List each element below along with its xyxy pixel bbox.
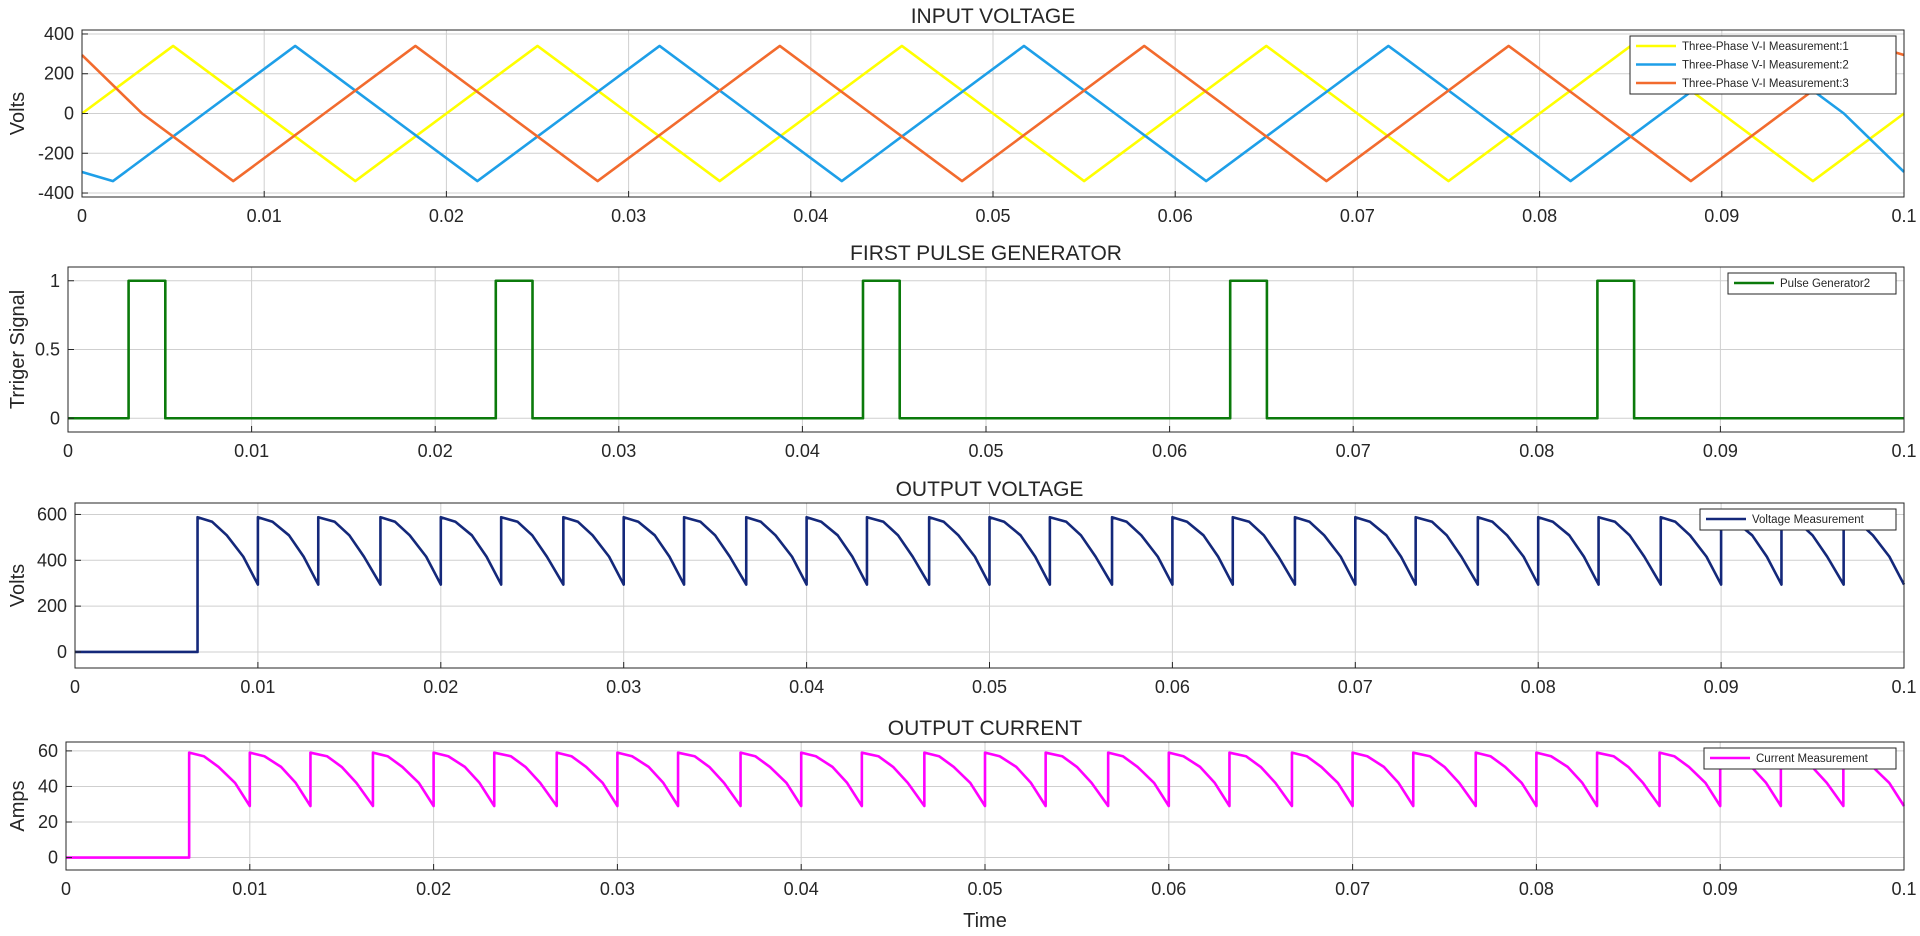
x-tick-label: 0.02 <box>416 879 451 899</box>
legend-entry: Three-Phase V-I Measurement:3 <box>1682 78 1849 90</box>
legend-box <box>1727 272 1897 295</box>
legend: Current Measurement <box>1703 747 1897 770</box>
series-line-2 <box>81 44 1905 183</box>
legend-entry: Voltage Measurement <box>1752 514 1865 526</box>
y-tick-label: 40 <box>38 776 58 796</box>
y-tick-label: -200 <box>38 143 74 163</box>
y-tick-label: 400 <box>37 550 67 570</box>
series-line-1 <box>68 279 1904 420</box>
x-tick-label: 0.08 <box>1519 441 1554 461</box>
figure-xlabel: Time <box>963 910 1007 932</box>
y-axis-label: Trriger Signal <box>7 290 29 409</box>
subplot-4: 0 0.01 0.02 0.03 0.04 0.05 0.06 0.07 0.08 0.09 0.1… <box>7 717 1917 899</box>
y-axis-label: Amps <box>7 780 29 831</box>
subplot-1: 0 0.01 0.02 0.03 0.04 0.05 0.06 0.07 0.08 0.09 0.1… <box>7 5 1917 226</box>
x-tick-label: 0.06 <box>1158 206 1193 226</box>
x-tick-label: 0.04 <box>793 206 828 226</box>
x-tick-label: 0.02 <box>429 206 464 226</box>
x-tick-label: 0.01 <box>234 441 269 461</box>
x-tick-label: 0.1 <box>1891 441 1916 461</box>
y-tick-label: 0 <box>64 104 74 124</box>
subplot-3: 0 0.01 0.02 0.03 0.04 0.05 0.06 0.07 0.08 0.09 0.1… <box>7 478 1917 697</box>
x-tick-label: 0.06 <box>1152 441 1187 461</box>
x-tick-label: 0.05 <box>975 206 1010 226</box>
y-tick-label: 600 <box>37 504 67 524</box>
chart-title: OUTPUT CURRENT <box>888 717 1083 740</box>
series-line-3 <box>81 44 1905 183</box>
x-tick-label: 0.03 <box>600 879 635 899</box>
y-tick-label: -400 <box>38 183 74 203</box>
series-line-1 <box>81 44 1905 183</box>
series-line-1 <box>75 515 1906 654</box>
legend: Three-Phase V-I Measurement:1 Three-Phase… <box>1629 35 1897 95</box>
chart-title: INPUT VOLTAGE <box>911 5 1076 28</box>
x-tick-label: 0.01 <box>240 677 275 697</box>
y-axis-label: Volts <box>7 92 29 135</box>
y-axis-label: Volts <box>7 564 29 607</box>
y-tick-label: 0 <box>50 408 60 428</box>
x-tick-label: 0.03 <box>611 206 646 226</box>
x-tick-label: 0.1 <box>1891 206 1916 226</box>
x-tick-label: 0.06 <box>1155 677 1190 697</box>
y-tick-label: 0 <box>48 848 58 868</box>
x-tick-label: 0.02 <box>423 677 458 697</box>
x-tick-label: 0.05 <box>972 677 1007 697</box>
x-tick-label: 0.07 <box>1336 441 1371 461</box>
x-tick-label: 0.01 <box>232 879 267 899</box>
x-tick-label: 0.1 <box>1891 677 1916 697</box>
x-tick-label: 0.08 <box>1521 677 1556 697</box>
x-tick-label: 0 <box>63 441 73 461</box>
x-tick-label: 0.09 <box>1703 441 1738 461</box>
legend-box <box>1703 747 1897 770</box>
x-tick-label: 0.01 <box>247 206 282 226</box>
y-tick-label: 0 <box>57 642 67 662</box>
y-tick-label: 200 <box>44 64 74 84</box>
x-tick-label: 0.05 <box>968 441 1003 461</box>
y-tick-label: 0.5 <box>35 340 60 360</box>
x-tick-label: 0.09 <box>1704 206 1739 226</box>
x-tick-label: 0.1 <box>1891 879 1916 899</box>
x-tick-label: 0 <box>70 677 80 697</box>
x-tick-label: 0.02 <box>418 441 453 461</box>
y-tick-label: 200 <box>37 596 67 616</box>
x-tick-label: 0.07 <box>1340 206 1375 226</box>
x-tick-label: 0.04 <box>784 879 819 899</box>
legend-entry: Pulse Generator2 <box>1780 278 1870 290</box>
x-tick-label: 0.07 <box>1335 879 1370 899</box>
chart-title: OUTPUT VOLTAGE <box>896 478 1084 501</box>
y-tick-label: 1 <box>50 271 60 291</box>
x-tick-label: 0.09 <box>1704 677 1739 697</box>
y-tick-label: 60 <box>38 741 58 761</box>
legend-box <box>1699 508 1897 531</box>
x-tick-label: 0.07 <box>1338 677 1373 697</box>
legend-entry: Three-Phase V-I Measurement:2 <box>1682 60 1849 72</box>
x-tick-label: 0 <box>61 879 71 899</box>
x-tick-label: 0.04 <box>789 677 824 697</box>
y-tick-label: 400 <box>44 24 74 44</box>
x-tick-label: 0.03 <box>606 677 641 697</box>
x-tick-label: 0.06 <box>1151 879 1186 899</box>
x-tick-label: 0.08 <box>1519 879 1554 899</box>
series-line-1 <box>66 751 1906 859</box>
x-tick-label: 0.03 <box>601 441 636 461</box>
x-tick-label: 0.08 <box>1522 206 1557 226</box>
legend-entry: Current Measurement <box>1756 753 1869 765</box>
legend: Voltage Measurement <box>1699 508 1897 531</box>
chart-title: FIRST PULSE GENERATOR <box>850 242 1122 265</box>
legend-entry: Three-Phase V-I Measurement:1 <box>1682 41 1849 53</box>
y-tick-label: 20 <box>38 812 58 832</box>
x-tick-label: 0 <box>77 206 87 226</box>
x-tick-label: 0.09 <box>1703 879 1738 899</box>
x-tick-label: 0.04 <box>785 441 820 461</box>
x-tick-label: 0.05 <box>967 879 1002 899</box>
subplot-2: 0 0.01 0.02 0.03 0.04 0.05 0.06 0.07 0.08 0.09 0.1… <box>7 242 1917 461</box>
legend: Pulse Generator2 <box>1727 272 1897 295</box>
